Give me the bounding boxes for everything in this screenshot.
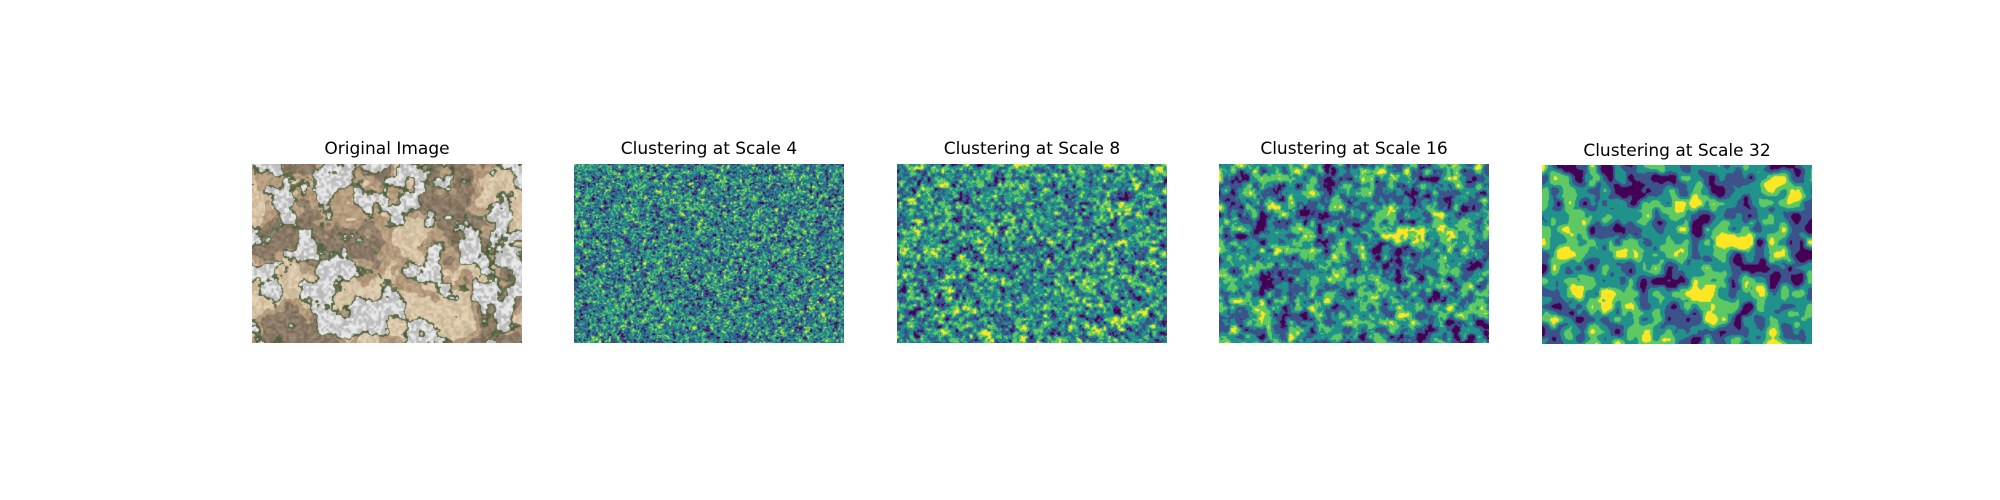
panel-title-scale-8: Clustering at Scale 8 [943, 139, 1121, 159]
panel-title-original: Original Image [324, 139, 450, 159]
cluster-map-scale-32 [1542, 165, 1812, 344]
cluster-map-scale-4 [574, 164, 844, 343]
panel-title-scale-4: Clustering at Scale 4 [620, 139, 798, 159]
original-aerial-image [252, 164, 522, 343]
panel-title-scale-16: Clustering at Scale 16 [1260, 139, 1448, 159]
panel-title-scale-32: Clustering at Scale 32 [1583, 141, 1771, 161]
cluster-map-scale-16 [1219, 164, 1489, 343]
cluster-map-scale-8 [897, 164, 1167, 343]
